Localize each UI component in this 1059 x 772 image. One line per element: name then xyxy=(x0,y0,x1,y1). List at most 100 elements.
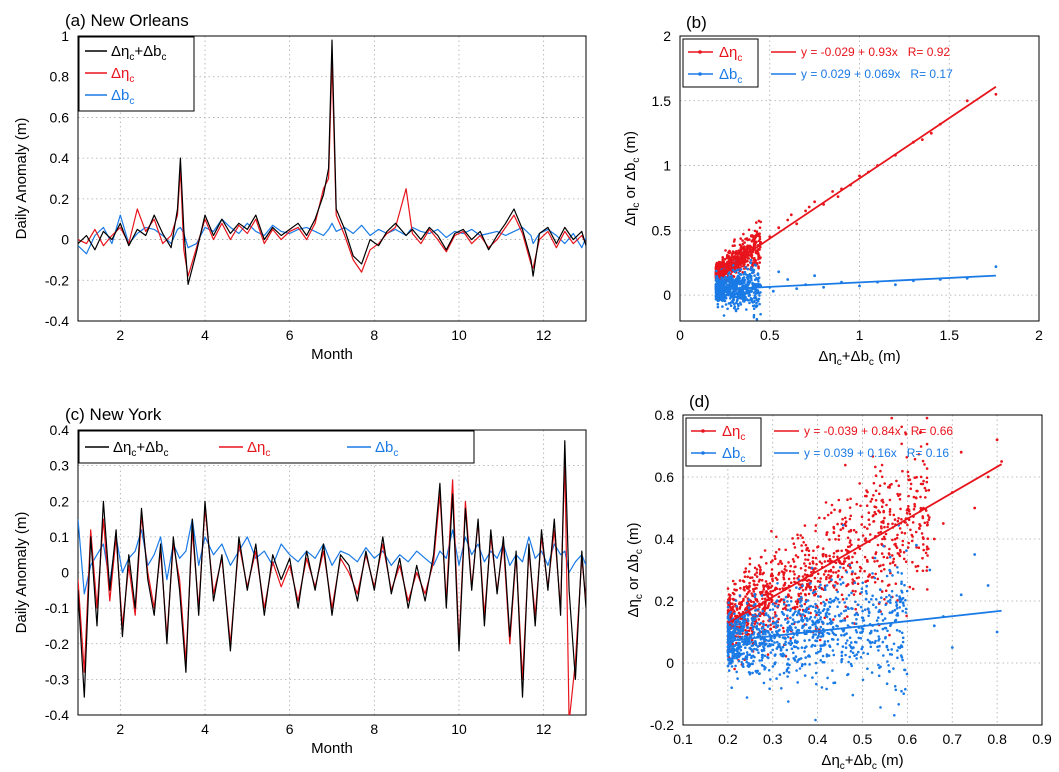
scatter-point-eta xyxy=(751,234,754,237)
scatter-point-b xyxy=(833,584,837,587)
scatter-point-eta xyxy=(905,509,909,512)
scatter-point-b xyxy=(850,607,853,610)
scatter-point-b xyxy=(848,644,852,647)
scatter-point-b xyxy=(781,645,785,649)
scatter-point-b xyxy=(878,644,881,648)
scatter-point-eta xyxy=(835,549,838,553)
scatter-point-eta xyxy=(789,564,792,568)
scatter-point-b xyxy=(810,566,814,570)
scatter-point-eta xyxy=(818,516,821,520)
scatter-point-b xyxy=(724,297,728,300)
scatter-point-b xyxy=(814,633,818,636)
scatter-point-eta xyxy=(925,416,929,420)
scatter-point-b xyxy=(794,610,797,613)
scatter-point-b xyxy=(763,667,766,671)
scatter-point-b xyxy=(849,645,853,649)
scatter-point-b xyxy=(830,578,833,581)
scatter-point-b xyxy=(888,598,892,602)
scatter-point-eta xyxy=(854,590,857,593)
scatter-point-b xyxy=(776,604,780,608)
scatter-point-eta xyxy=(750,638,754,642)
scatter-point-b xyxy=(854,629,858,632)
scatter-point-b xyxy=(890,648,893,651)
scatter-point-eta xyxy=(898,497,902,501)
scatter-point-eta xyxy=(804,564,807,568)
scatter-point-b xyxy=(904,607,908,611)
scatter-point-b xyxy=(904,687,907,691)
scatter-point-eta xyxy=(753,583,757,587)
scatter-point-b xyxy=(782,603,786,606)
scatter-point-eta xyxy=(787,594,791,598)
scatter-point-eta xyxy=(785,604,788,607)
scatter-point-b xyxy=(747,292,751,295)
scatter-point-b xyxy=(877,635,880,638)
scatter-point-eta xyxy=(883,516,886,520)
scatter-point-eta xyxy=(973,506,977,510)
scatter-point-eta xyxy=(832,618,835,621)
scatter-point-eta xyxy=(748,246,752,250)
scatter-point-eta xyxy=(873,505,876,509)
scatter-point-eta xyxy=(855,560,859,564)
scatter-point-eta xyxy=(782,573,785,576)
scatter-point-b xyxy=(896,649,899,652)
scatter-point-b xyxy=(761,654,765,657)
y-axis-title: Δηc or Δbc (m) xyxy=(625,522,645,617)
scatter-point-eta xyxy=(924,496,927,499)
scatter-point-eta xyxy=(855,502,858,506)
scatter-point-b xyxy=(803,662,807,666)
x-tick-label: 0.1 xyxy=(673,731,693,747)
scatter-point-b xyxy=(864,597,868,601)
scatter-point-b xyxy=(737,281,741,284)
scatter-point-eta xyxy=(874,474,878,478)
scatter-point-eta xyxy=(787,561,790,564)
scatter-point-b xyxy=(863,608,867,611)
scatter-point-b xyxy=(746,299,750,302)
scatter-point-eta xyxy=(812,549,815,553)
scatter-point-b xyxy=(851,651,855,655)
scatter-point-eta xyxy=(773,588,777,592)
scatter-point-eta xyxy=(784,565,787,568)
scatter-point-b xyxy=(831,626,835,629)
scatter-point-b xyxy=(811,676,814,679)
scatter-point-eta xyxy=(896,519,900,523)
y-tick-label: 2 xyxy=(663,28,671,44)
scatter-point-eta xyxy=(816,572,820,576)
scatter-point-eta xyxy=(818,560,822,563)
scatter-point-b xyxy=(888,594,891,597)
scatter-point-b xyxy=(829,597,832,601)
fit-line-eta xyxy=(715,86,997,276)
scatter-point-b xyxy=(806,619,809,622)
scatter-point-b xyxy=(760,663,764,667)
scatter-point-eta xyxy=(733,244,736,247)
scatter-point-b xyxy=(751,613,755,617)
legend-tail: +Δb xyxy=(136,439,163,456)
scatter-point-eta xyxy=(888,562,892,565)
scatter-point-b xyxy=(731,268,735,272)
scatter-point-b xyxy=(759,621,763,625)
scatter-point-b xyxy=(813,616,817,619)
scatter-point-b xyxy=(839,619,842,623)
scatter-point-eta xyxy=(765,590,768,593)
scatter-point-b xyxy=(900,572,903,575)
scatter-point-eta xyxy=(821,547,825,550)
scatter-point-eta xyxy=(888,513,892,516)
y-tick-label: 0.4 xyxy=(50,422,70,438)
scatter-point-eta xyxy=(915,569,919,573)
x-tick-label: 1.5 xyxy=(940,327,960,343)
scatter-point-eta xyxy=(842,562,845,565)
scatter-point-b xyxy=(769,636,772,640)
y-tick-label: 0.2 xyxy=(655,593,675,609)
scatter-point-eta xyxy=(764,580,768,583)
scatter-point-b xyxy=(796,628,800,632)
scatter-point-b xyxy=(840,633,843,637)
scatter-point-b xyxy=(758,302,761,306)
scatter-point-b xyxy=(736,274,740,278)
scatter-point-b xyxy=(823,661,826,664)
scatter-point-eta xyxy=(825,575,828,579)
scatter-point-b xyxy=(764,632,767,636)
scatter-point-eta xyxy=(753,258,757,262)
scatter-point-eta xyxy=(753,229,757,233)
scatter-point-b xyxy=(882,654,885,657)
scatter-point-b xyxy=(892,642,896,646)
scatter-point-b xyxy=(823,586,827,589)
